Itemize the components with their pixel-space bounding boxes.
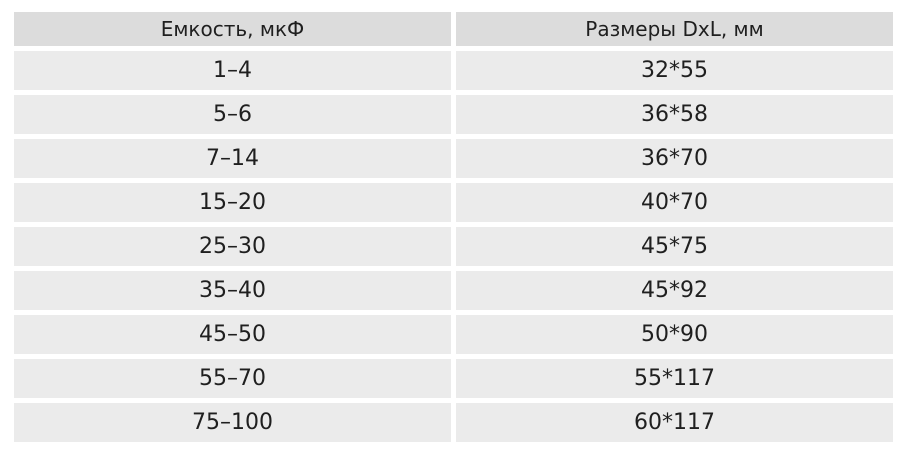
- dimensions-cell: 45*75: [456, 227, 893, 266]
- capacitance-cell: 5–6: [14, 95, 451, 134]
- dimensions-cell: 55*117: [456, 359, 893, 398]
- dimensions-cell: 32*55: [456, 51, 893, 90]
- capacitance-cell: 55–70: [14, 359, 451, 398]
- table-row: 55–70 55*117: [14, 359, 893, 398]
- dimensions-cell: 36*58: [456, 95, 893, 134]
- capacitance-cell: 15–20: [14, 183, 451, 222]
- header-capacitance: Емкость, мкФ: [14, 12, 451, 46]
- capacitance-cell: 7–14: [14, 139, 451, 178]
- capacitance-cell: 45–50: [14, 315, 451, 354]
- dimensions-cell: 50*90: [456, 315, 893, 354]
- table-row: 7–14 36*70: [14, 139, 893, 178]
- table-row: 1–4 32*55: [14, 51, 893, 90]
- capacitance-cell: 75–100: [14, 403, 451, 442]
- dimensions-cell: 36*70: [456, 139, 893, 178]
- table-row: 25–30 45*75: [14, 227, 893, 266]
- capacitor-size-table: Емкость, мкФ Размеры DxL, мм 1–4 32*55 5…: [14, 12, 893, 442]
- dimensions-cell: 45*92: [456, 271, 893, 310]
- table-row: 45–50 50*90: [14, 315, 893, 354]
- table-row: 5–6 36*58: [14, 95, 893, 134]
- capacitance-cell: 35–40: [14, 271, 451, 310]
- capacitance-cell: 1–4: [14, 51, 451, 90]
- header-dimensions: Размеры DxL, мм: [456, 12, 893, 46]
- table-header-row: Емкость, мкФ Размеры DxL, мм: [14, 12, 893, 46]
- table-row: 75–100 60*117: [14, 403, 893, 442]
- table-row: 35–40 45*92: [14, 271, 893, 310]
- dimensions-cell: 60*117: [456, 403, 893, 442]
- table-row: 15–20 40*70: [14, 183, 893, 222]
- capacitance-cell: 25–30: [14, 227, 451, 266]
- dimensions-cell: 40*70: [456, 183, 893, 222]
